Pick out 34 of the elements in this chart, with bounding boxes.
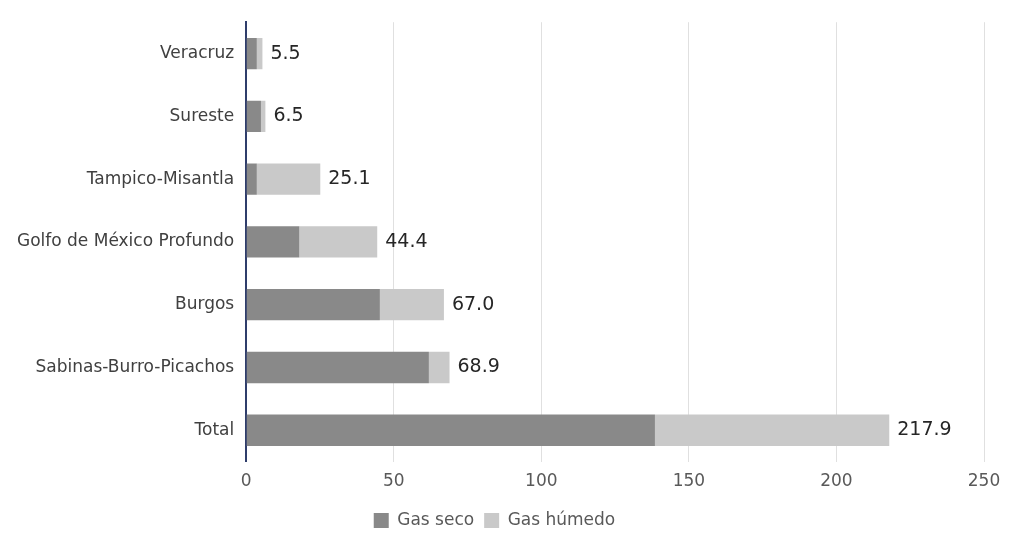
bar xyxy=(246,163,257,195)
y-tick-label: Total xyxy=(193,418,235,439)
y-tick-label: Sureste xyxy=(169,104,235,125)
legend-label: Gas húmedo xyxy=(507,508,616,529)
bar xyxy=(256,163,321,195)
total-label: 44.4 xyxy=(385,228,428,251)
x-tick-label: 200 xyxy=(820,470,853,491)
total-label: 6.5 xyxy=(273,103,304,126)
total-label: 217.9 xyxy=(897,417,952,440)
x-tick-label: 150 xyxy=(672,470,706,491)
bar xyxy=(379,288,444,321)
y-tick-label: Veracruz xyxy=(159,42,235,63)
total-label: 68.9 xyxy=(457,354,500,377)
y-tick-label: Burgos xyxy=(175,293,235,314)
x-tick-label: 0 xyxy=(240,470,252,491)
total-label: 25.1 xyxy=(328,166,371,189)
total-label: 5.5 xyxy=(270,40,301,63)
bar xyxy=(246,414,655,446)
bar xyxy=(246,100,261,133)
bar xyxy=(299,226,378,258)
bar xyxy=(246,226,300,258)
y-tick-label: Sabinas-Burro-Picachos xyxy=(35,355,235,376)
bar xyxy=(246,351,429,384)
total-label: 67.0 xyxy=(451,291,495,314)
bar xyxy=(654,414,890,446)
x-tick-label: 50 xyxy=(382,470,405,491)
bar xyxy=(246,288,380,321)
bar xyxy=(246,37,257,70)
bar xyxy=(428,351,450,384)
x-tick-label: 100 xyxy=(525,470,558,491)
y-tick-label: Golfo de México Profundo xyxy=(17,230,235,251)
y-tick-label: Tampico-Misantla xyxy=(85,167,235,188)
legend-label: Gas seco xyxy=(397,508,475,529)
x-tick-label: 250 xyxy=(967,470,1001,491)
